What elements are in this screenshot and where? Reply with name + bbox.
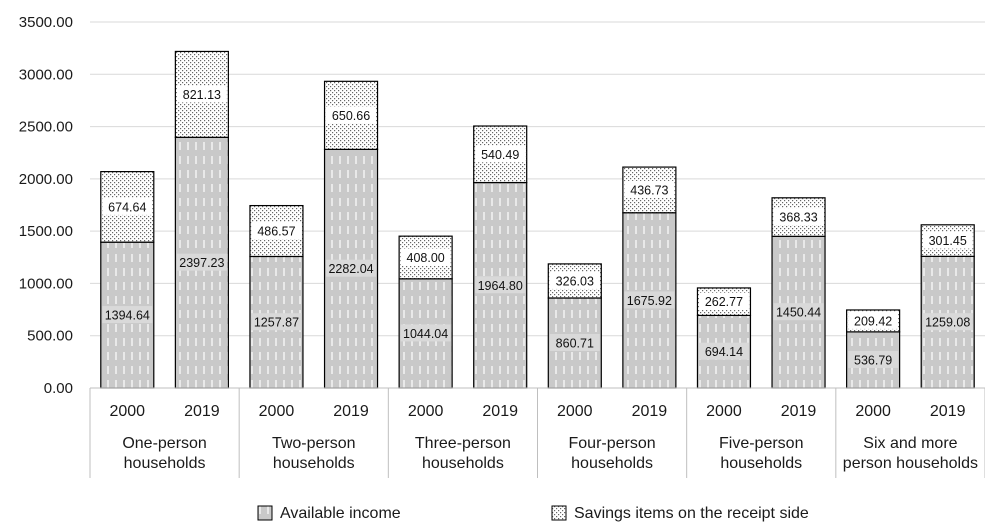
data-label-savings-items: 368.33 (779, 211, 817, 225)
data-label-available-income: 860.71 (556, 336, 594, 350)
data-label-available-income: 536.79 (854, 353, 892, 367)
data-label-bg (624, 291, 675, 309)
data-label-available-income: 2282.04 (328, 262, 373, 276)
data-label-available-income: 1964.80 (478, 279, 523, 293)
data-label-bg (698, 342, 749, 360)
data-label-bg (176, 253, 227, 271)
y-tick-label: 0.00 (44, 380, 73, 397)
x-group-label: households (273, 455, 355, 472)
x-category-label: 2000 (706, 403, 742, 420)
x-category-label: 2019 (482, 403, 518, 420)
data-label-savings-items: 262.77 (705, 295, 743, 309)
data-label-bg (922, 313, 973, 331)
x-group-label: households (422, 455, 504, 472)
y-tick-label: 2000.00 (19, 171, 73, 188)
data-label-bg (400, 324, 451, 342)
x-category-label: 2000 (259, 403, 295, 420)
data-label-available-income: 2397.23 (179, 256, 224, 270)
legend-label-available-income: Available income (280, 505, 401, 522)
data-label-bg (773, 303, 824, 321)
data-label-available-income: 1450.44 (776, 306, 821, 320)
legend-swatch-savings-items (551, 505, 567, 521)
data-label-bg (848, 350, 899, 368)
data-label-bg (624, 180, 675, 198)
data-label-savings-items: 301.45 (929, 234, 967, 248)
data-labels: 1394.64 674.64 2397.23 821.13 1257.87 486.57 2… (102, 85, 973, 368)
data-label-savings-items: 674.64 (108, 200, 146, 214)
x-group-label: households (571, 455, 653, 472)
data-label-savings-items: 540.49 (481, 148, 519, 162)
x-group-label: households (720, 455, 802, 472)
y-tick-label: 2500.00 (19, 119, 73, 136)
data-label-bg (549, 333, 600, 351)
x-category-label: 2000 (109, 403, 145, 420)
legend-label-savings-items: Savings items on the receipt side (574, 505, 809, 522)
data-label-available-income: 1675.92 (627, 294, 672, 308)
data-label-savings-items: 408.00 (407, 251, 445, 265)
data-label-bg (251, 313, 302, 331)
legend-swatch-available-income (257, 505, 273, 521)
data-label-bg (326, 259, 377, 277)
data-label-bg (251, 222, 302, 240)
data-label-savings-items: 821.13 (183, 88, 221, 102)
x-category-label: 2019 (184, 403, 220, 420)
y-tick-label: 1500.00 (19, 223, 73, 240)
y-axis-tick-labels: 0.00 500.00 1000.00 1500.00 2000.00 2500.00 30… (19, 14, 73, 397)
x-group-label: Two-person (272, 435, 356, 452)
x-category-label: 2019 (930, 403, 966, 420)
x-category-label: 2000 (855, 403, 891, 420)
gridlines (90, 21, 985, 337)
x-category-label: 2000 (557, 403, 593, 420)
data-label-available-income: 1044.04 (403, 327, 448, 341)
x-category-label: 2019 (781, 403, 817, 420)
data-label-bg (102, 197, 153, 215)
data-label-savings-items: 326.03 (556, 274, 594, 288)
data-label-available-income: 1259.08 (925, 316, 970, 330)
x-axis: 2000 2019 2000 2019 2000 2019 2000 2019 2000 2019… (89, 387, 985, 478)
data-label-bg (773, 208, 824, 226)
x-group-label: households (124, 455, 206, 472)
legend: Available income Savings items on the re… (257, 505, 809, 522)
data-label-savings-items: 650.66 (332, 109, 370, 123)
data-label-bg (475, 276, 526, 294)
x-group-label: Five-person (719, 435, 803, 452)
data-label-bg (922, 231, 973, 249)
y-tick-label: 3000.00 (19, 66, 73, 83)
x-category-label: 2019 (333, 403, 369, 420)
data-label-bg (400, 248, 451, 266)
data-label-bg (176, 85, 227, 103)
data-label-available-income: 1394.64 (105, 309, 150, 323)
x-category-label: 2019 (632, 403, 668, 420)
y-tick-label: 3500.00 (19, 14, 73, 31)
x-group-label: person households (843, 455, 978, 472)
x-group-label: Four-person (569, 435, 656, 452)
data-label-bg (475, 145, 526, 163)
data-label-available-income: 1257.87 (254, 316, 299, 330)
x-group-label: Three-person (415, 435, 511, 452)
data-label-savings-items: 209.42 (854, 314, 892, 328)
data-label-bg (549, 271, 600, 289)
x-group-label: One-person (122, 435, 207, 452)
data-label-bg (698, 292, 749, 310)
data-label-available-income: 694.14 (705, 345, 743, 359)
data-label-bg (848, 311, 899, 329)
bar-stacks (100, 50, 975, 389)
data-label-savings-items: 486.57 (257, 225, 295, 239)
data-label-bg (102, 306, 153, 324)
y-tick-label: 1000.00 (19, 275, 73, 292)
data-label-bg (326, 106, 377, 124)
x-category-label: 2000 (408, 403, 444, 420)
y-tick-label: 500.00 (27, 328, 73, 345)
data-label-savings-items: 436.73 (630, 183, 668, 197)
x-group-label: Six and more (863, 435, 957, 452)
